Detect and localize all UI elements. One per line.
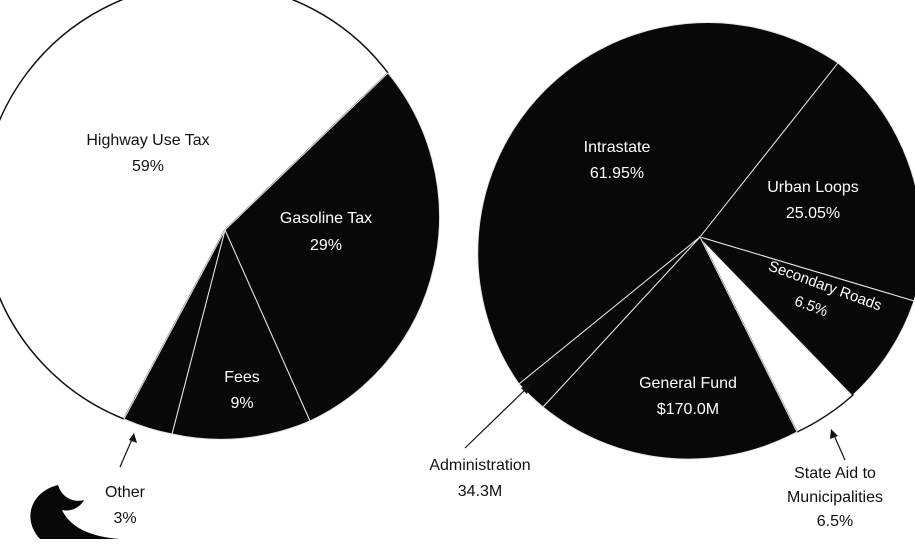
value-highway-use-tax: 59% [132,158,164,175]
label-urban-loops: Urban Loops [767,179,859,196]
label-fees: Fees [224,369,260,386]
slice-administration [518,236,701,408]
value-gasoline-tax: 29% [310,237,342,254]
value-fees: 9% [230,395,253,412]
slice-highway-use-tax [0,0,389,420]
label-state-aid: State Aid to Municipalities [786,465,884,506]
value-intrastate: 61.95% [590,165,644,182]
slice-secondary-roads [698,235,915,396]
value-administration: 34.3M [458,483,502,500]
slice-intrastate [477,22,839,385]
state-aid-label-box: State Aid to Municipalities 6.5% [786,465,884,530]
label-highway-use-tax: Highway Use Tax [86,132,209,149]
arrowhead-administration [521,384,531,394]
value-urban-loops: 25.05% [786,205,840,222]
label-gasoline-tax: Gasoline Tax [280,210,372,227]
arrow-state-aid [832,432,846,461]
crescent-logo [30,485,120,539]
arrow-administration [464,386,529,449]
slice-urban-loops [699,62,915,302]
slice-fees [171,228,311,440]
label-other: Other [105,484,146,501]
value-other: 3% [113,510,136,527]
value-general-fund: $170.0M [657,401,719,418]
label-general-fund: General Fund [639,375,737,392]
slice-general-fund [542,236,798,460]
label-administration: Administration [429,457,530,474]
value-state-aid: 6.5% [816,513,854,530]
slice-other [123,229,226,435]
slice-gasoline-tax [224,72,440,422]
arrow-other [119,436,134,468]
arrowhead-other [129,433,137,443]
arrowhead-state-aid [830,429,838,439]
label-intrastate: Intrastate [584,139,651,156]
